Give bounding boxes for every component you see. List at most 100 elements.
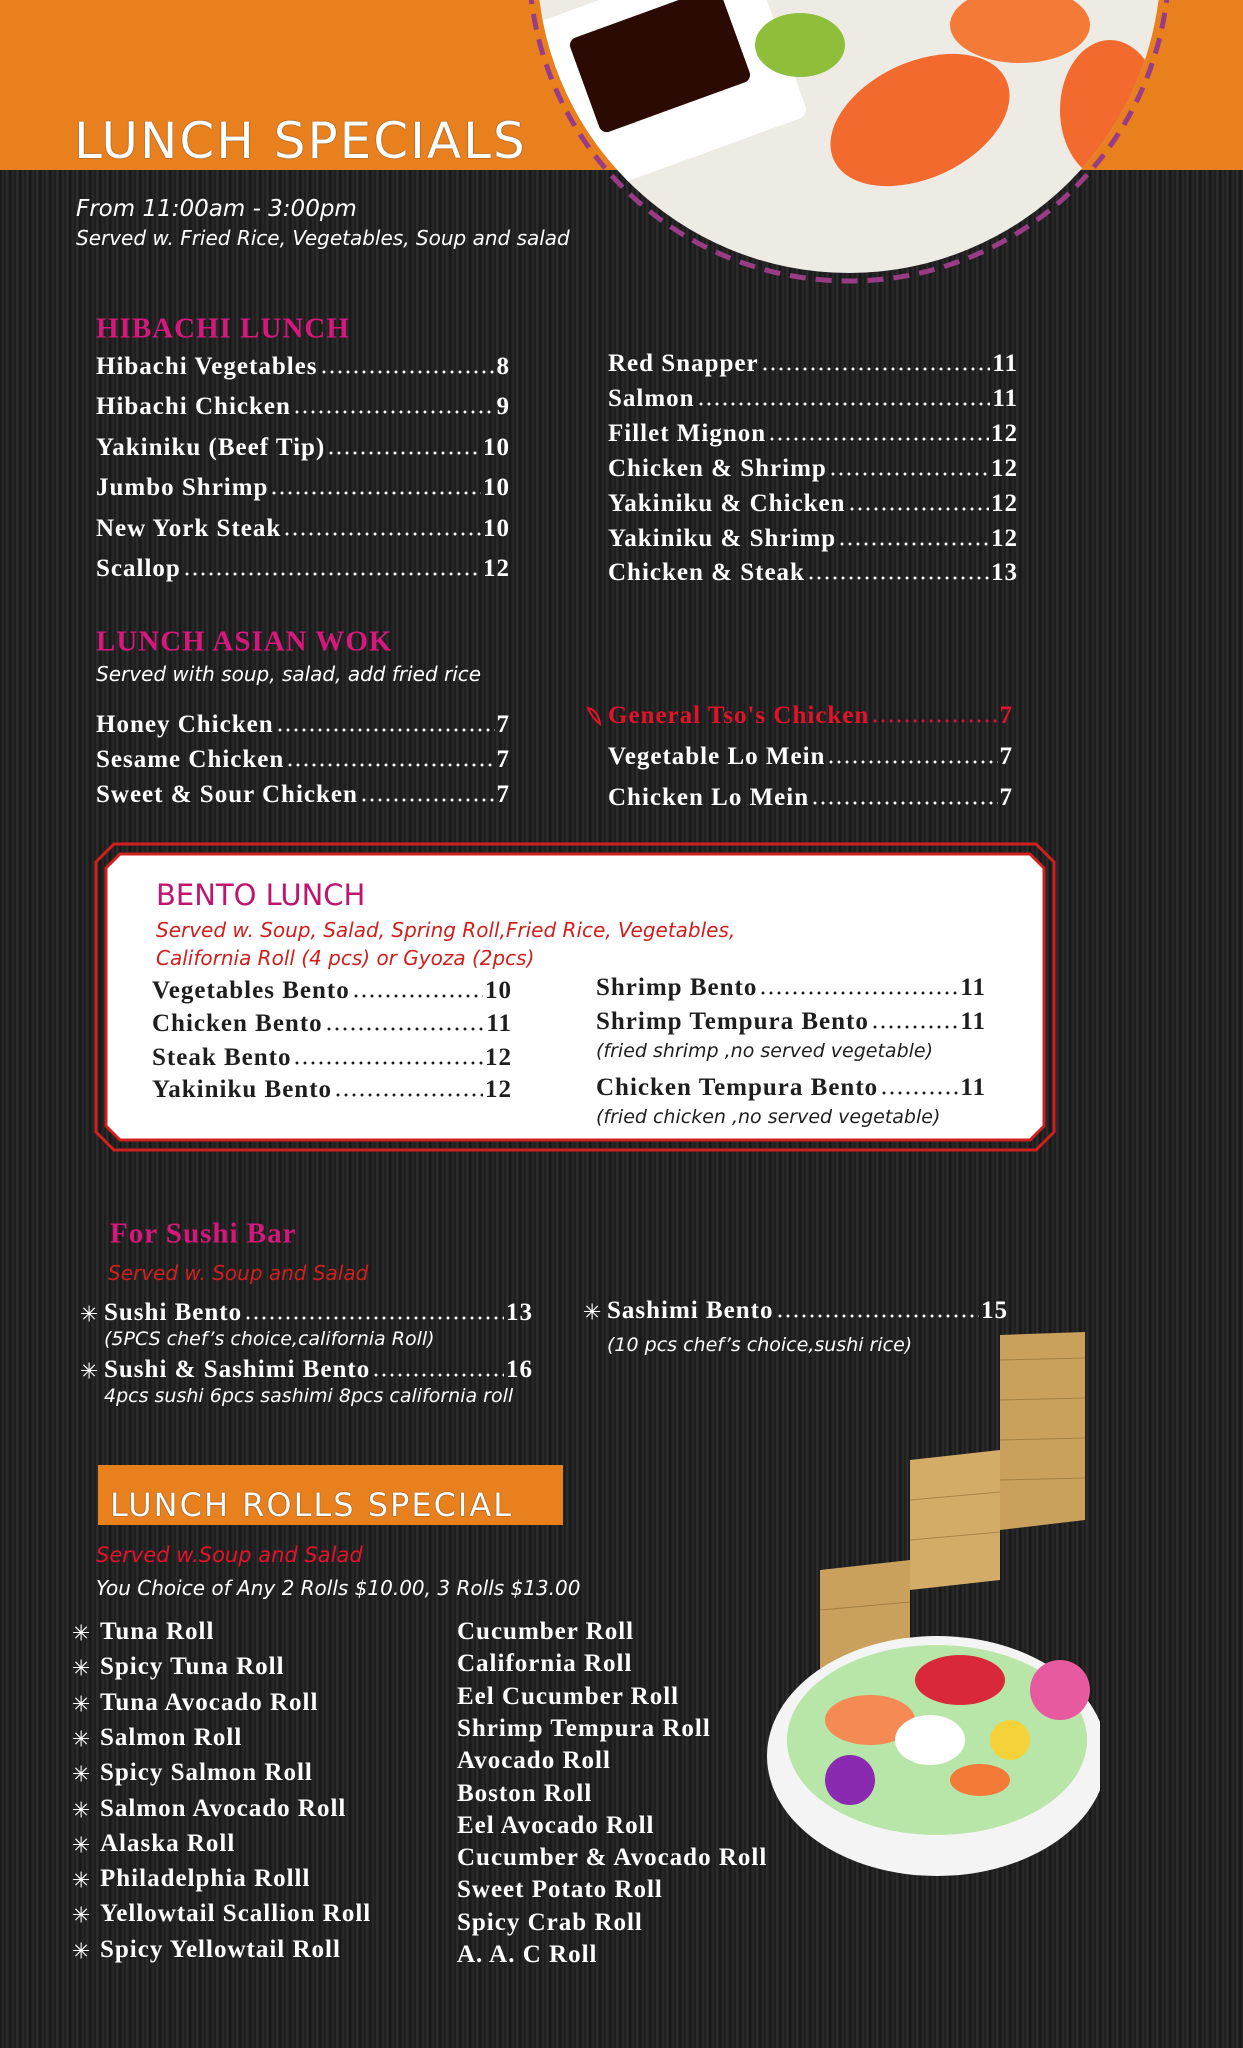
item-name: Hibachi Vegetables [96, 353, 318, 380]
menu-item: Shrimp Bento 11 [596, 974, 986, 1002]
sushi-photo [528, 0, 1170, 284]
menu-item: Chicken & Steak 13 [608, 559, 1018, 587]
roll-name: Alaska Roll [100, 1829, 236, 1857]
item-name: General Tso's Chicken [608, 702, 870, 729]
roll-name: Tuna Roll [100, 1618, 215, 1645]
menu-item: Yakiniku & Chicken 12 [608, 490, 1018, 518]
item-price: 12 [991, 525, 1018, 552]
item-price: 11 [992, 350, 1018, 377]
bullet: ✳ [80, 1302, 99, 1328]
item-name: Yakiniku & Shrimp [608, 525, 837, 552]
roll-name: Tuna Avocado Roll [100, 1688, 319, 1716]
item-name: Scallop [96, 555, 181, 582]
dot-leader [286, 763, 495, 767]
menu-item: Salmon 11 [608, 385, 1018, 413]
roll-name: Eel Avocado Roll [457, 1811, 655, 1839]
item-name: Chicken Tempura Bento [596, 1074, 879, 1101]
menu-item: Hibachi Vegetables 8 [96, 353, 510, 381]
dot-leader [319, 370, 495, 374]
item-name: Red Snapper [608, 350, 759, 377]
dot-leader [775, 1314, 979, 1318]
bullet: ✳ [583, 1300, 602, 1326]
menu-item: Sashimi Bento 15 [607, 1297, 1008, 1325]
item-note: (5PCS chef’s choice,california Roll) [104, 1328, 435, 1350]
dot-leader [372, 1373, 504, 1377]
roll-name: Spicy Tuna Roll [100, 1653, 285, 1681]
roll-name: Philadelphia Rolll [100, 1865, 311, 1893]
dot-leader [270, 491, 481, 495]
item-name: Chicken Bento [152, 1010, 323, 1037]
bullet: ✳ [72, 1656, 91, 1682]
menu-item: New York Steak 10 [96, 515, 510, 543]
dot-leader [806, 576, 989, 580]
menu-item: Yakiniku & Shrimp 12 [608, 525, 1018, 553]
roll-name: Spicy Salmon Roll [100, 1759, 313, 1787]
bullet: ✳ [72, 1868, 91, 1894]
dot-leader [871, 719, 998, 723]
item-name: Salmon [608, 385, 695, 412]
section-heading: LUNCH ASIAN WOK [96, 625, 393, 658]
menu-item: Chicken Bento 11 [152, 1010, 512, 1038]
menu-item: Honey Chicken 7 [96, 711, 510, 739]
item-name: Vegetable Lo Mein [608, 743, 826, 770]
section-subtitle: California Roll (4 pcs) or Gyoza (2pcs) [156, 946, 535, 970]
dot-leader [880, 1091, 959, 1095]
menu-item: Sweet & Sour Chicken 7 [96, 781, 510, 809]
dot-leader [292, 410, 495, 414]
item-name: Sashimi Bento [607, 1297, 774, 1324]
section-subtitle: Served w. Soup, Salad, Spring Roll,Fried… [156, 918, 736, 942]
item-price: 12 [991, 490, 1018, 517]
roll-name: Yellowtail Scallion Roll [100, 1900, 372, 1928]
roll-name: Cucumber Roll [457, 1618, 635, 1645]
item-name: Yakiniku (Beef Tip) [96, 434, 326, 461]
item-price: 10 [483, 434, 510, 461]
menu-item: Sesame Chicken 7 [96, 746, 510, 774]
menu-item: Red Snapper 11 [608, 350, 1018, 378]
dot-leader [828, 472, 989, 476]
item-price: 12 [483, 555, 510, 582]
section-subtitle: Served w. Soup and Salad [108, 1261, 369, 1285]
item-name: Hibachi Chicken [96, 393, 291, 420]
item-price: 7 [496, 746, 510, 773]
item-name: Steak Bento [152, 1044, 292, 1071]
dot-leader [275, 728, 495, 732]
menu-item: Vegetable Lo Mein 7 [608, 743, 1013, 771]
item-price: 7 [496, 781, 510, 808]
item-note: (fried chicken ,no served vegetable) [596, 1106, 941, 1128]
item-price: 11 [486, 1010, 512, 1037]
item-name: Sushi Bento [104, 1299, 243, 1326]
item-name: Shrimp Tempura Bento [596, 1008, 869, 1035]
menu-item: Chicken Tempura Bento 11 [596, 1074, 986, 1102]
bullet: ✳ [72, 1833, 91, 1859]
item-price: 7 [999, 702, 1013, 729]
menu-item: Chicken & Shrimp 12 [608, 455, 1018, 483]
item-price: 11 [960, 974, 986, 1001]
item-price: 7 [999, 743, 1013, 770]
bento-frame [94, 842, 1056, 1152]
roll-name: Salmon Avocado Roll [100, 1794, 347, 1822]
dot-leader [811, 801, 998, 805]
item-price: 11 [960, 1008, 986, 1035]
section-heading: For Sushi Bar [110, 1217, 297, 1250]
item-name: Jumbo Shrimp [96, 474, 269, 501]
dot-leader [324, 1027, 485, 1031]
rolls-choice: You Choice of Any 2 Rolls $10.00, 3 Roll… [96, 1576, 581, 1600]
roll-name: Avocado Roll [457, 1747, 611, 1775]
bullet: ✳ [72, 1762, 91, 1788]
item-price: 15 [981, 1297, 1008, 1324]
item-name: Chicken Lo Mein [608, 784, 810, 811]
item-name: Yakiniku & Chicken [608, 490, 846, 517]
menu-item: Scallop 12 [96, 555, 510, 583]
dot-leader [838, 542, 989, 546]
menu-item: Steak Bento 12 [152, 1044, 512, 1072]
pepper-icon [586, 706, 602, 727]
item-name: Honey Chicken [96, 711, 274, 738]
bullet: ✳ [72, 1692, 91, 1718]
dot-leader [327, 451, 481, 455]
item-name: Chicken & Steak [608, 559, 805, 586]
item-name: Vegetables Bento [152, 977, 350, 1004]
section-heading: BENTO LUNCH [156, 878, 366, 912]
dot-leader [827, 760, 998, 764]
item-price: 13 [506, 1299, 533, 1326]
